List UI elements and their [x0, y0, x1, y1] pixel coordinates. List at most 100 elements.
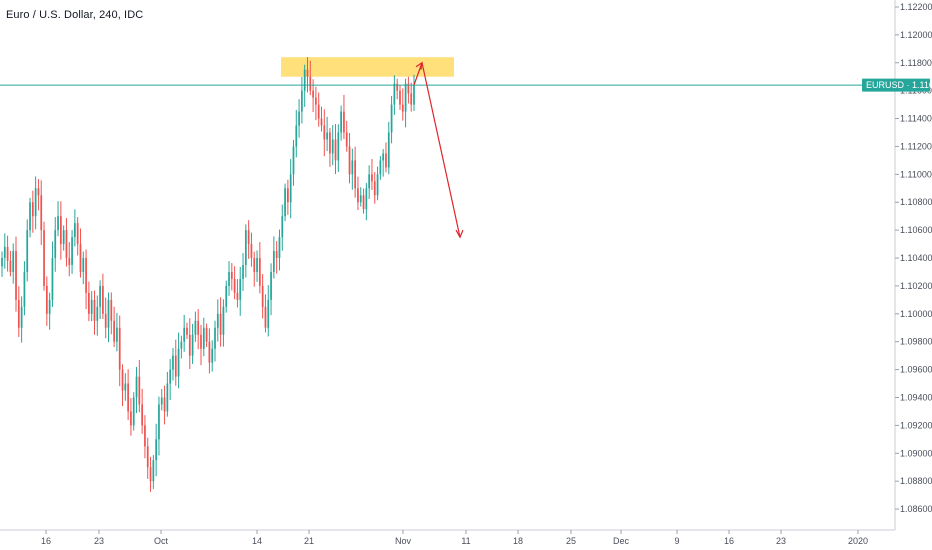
- candle-body: [309, 76, 312, 91]
- chart-title: Euro / U.S. Dollar, 240, IDC: [6, 9, 144, 21]
- candle-body: [295, 125, 298, 147]
- candle-body: [365, 188, 368, 210]
- candle-body: [216, 313, 219, 328]
- y-tick-label: 1.11000: [900, 169, 932, 179]
- candle-body: [326, 132, 328, 140]
- candle-body: [160, 397, 163, 405]
- candle-body: [135, 376, 138, 398]
- candle-body: [208, 341, 211, 363]
- candle-body: [104, 313, 107, 328]
- y-tick-label: 1.10800: [900, 197, 932, 207]
- y-tick-label: 1.10000: [900, 309, 932, 319]
- candle-body: [376, 174, 379, 196]
- candle-body: [43, 230, 45, 286]
- candle-body: [242, 265, 244, 279]
- candle-body: [387, 132, 390, 168]
- candle-body: [331, 139, 334, 154]
- candle-body: [343, 111, 345, 133]
- candle-body: [45, 285, 48, 314]
- candle-body: [79, 244, 82, 272]
- candle-body: [183, 327, 186, 342]
- arrow-head-down: [455, 229, 464, 239]
- candle-body: [57, 216, 59, 231]
- candle-body: [222, 306, 225, 335]
- candle-body: [166, 383, 169, 412]
- candle-body: [110, 299, 113, 321]
- candle-body: [3, 246, 6, 259]
- candle-body: [99, 285, 101, 307]
- candle-body: [289, 174, 292, 203]
- candle-body: [399, 90, 401, 105]
- candle-body: [292, 146, 295, 175]
- x-tick-label: 25: [566, 536, 576, 546]
- candle-body: [121, 369, 124, 391]
- candle-body: [219, 313, 222, 335]
- candle-body: [317, 104, 320, 119]
- candle-body: [130, 411, 132, 426]
- y-tick-label: 1.12200: [900, 2, 932, 12]
- candle-body: [359, 195, 362, 203]
- candle-body: [51, 258, 54, 300]
- x-tick-label: Nov: [395, 536, 412, 546]
- candle-body: [127, 383, 129, 412]
- candle-body: [270, 271, 272, 300]
- candle-body: [132, 397, 135, 426]
- candle-body: [244, 230, 247, 265]
- candle-body: [340, 111, 342, 133]
- candle-body: [96, 306, 99, 321]
- candle-body: [155, 439, 158, 461]
- candle-body: [287, 188, 289, 203]
- x-tick-label: 2020: [848, 536, 868, 546]
- candle-body: [312, 90, 314, 98]
- candle-body: [250, 244, 253, 259]
- candle-body: [202, 327, 205, 349]
- candle-body: [15, 251, 17, 300]
- candle-body: [113, 320, 115, 342]
- candle-body: [31, 202, 34, 217]
- y-tick-label: 1.09200: [900, 420, 932, 430]
- candle-body: [264, 306, 267, 328]
- candle-body: [357, 188, 359, 203]
- x-tick-label: 11: [461, 536, 470, 546]
- candle-body: [62, 230, 65, 245]
- candle-body: [345, 132, 348, 147]
- x-tick-label: 16: [724, 536, 734, 546]
- candle-body: [261, 285, 264, 307]
- candle-body: [205, 327, 208, 342]
- candle-body: [320, 118, 323, 126]
- candle-body: [239, 278, 242, 300]
- candle-body: [26, 230, 29, 272]
- candle-body: [329, 132, 331, 154]
- candle-body: [144, 425, 146, 447]
- candle-body: [186, 327, 188, 335]
- y-tick-label: 1.08600: [900, 504, 932, 514]
- candle-body: [9, 260, 12, 272]
- x-tick-label: Oct: [154, 536, 169, 546]
- candle-body: [54, 230, 57, 259]
- candle-body: [88, 292, 90, 314]
- candle-body: [169, 369, 172, 384]
- resistance-zone-layer: [281, 57, 454, 77]
- candle-body: [354, 160, 357, 189]
- candle-body: [379, 160, 382, 175]
- x-tick-label: 23: [776, 536, 786, 546]
- candle-body: [197, 320, 200, 335]
- candle-body: [174, 355, 177, 377]
- candle-body: [85, 258, 87, 293]
- candle-body: [404, 83, 407, 112]
- candle-body: [68, 258, 71, 265]
- candles-layer: [1, 57, 415, 492]
- y-tick-label: 1.10200: [900, 281, 932, 291]
- candle-body: [6, 246, 9, 261]
- candle-body: [393, 83, 396, 105]
- candle-body: [348, 146, 351, 175]
- x-tick-label: 18: [513, 536, 523, 546]
- candle-body: [371, 174, 373, 182]
- candle-body: [214, 327, 216, 349]
- projection-arrows-layer: [413, 61, 464, 239]
- candle-body: [401, 104, 404, 112]
- candle-body: [12, 251, 15, 272]
- candle-body: [17, 299, 20, 328]
- candle-body: [29, 202, 31, 231]
- candle-body: [323, 125, 326, 140]
